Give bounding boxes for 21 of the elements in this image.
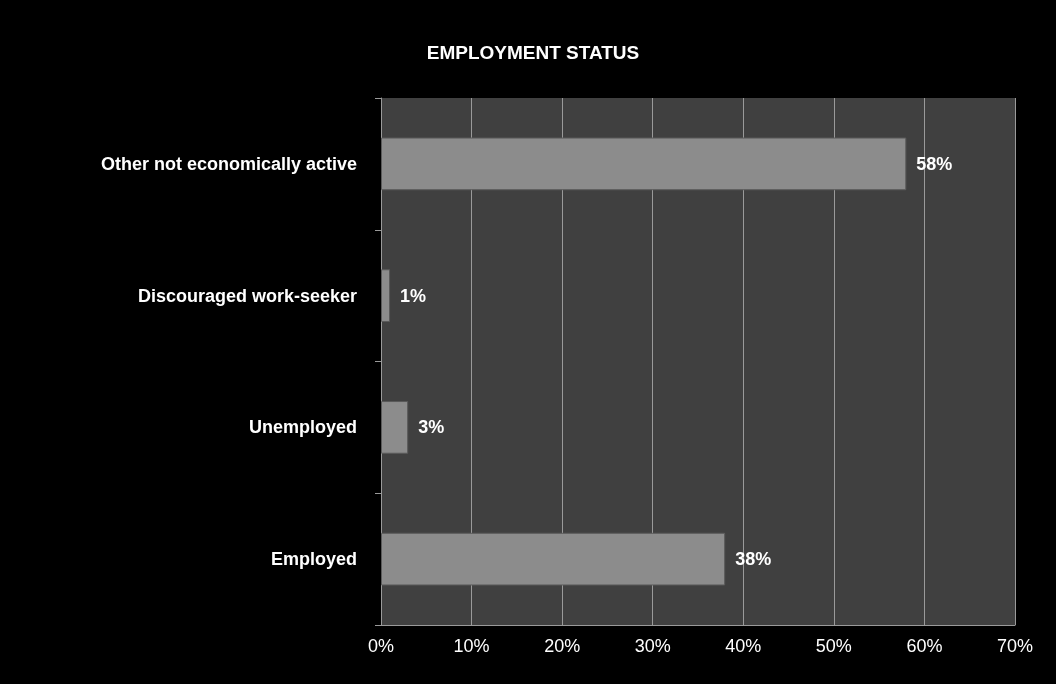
x-tick-label: 50% bbox=[815, 636, 852, 656]
bar bbox=[381, 269, 391, 322]
x-tick-label: 10% bbox=[453, 636, 490, 656]
data-label: 58% bbox=[916, 153, 953, 174]
bar bbox=[381, 532, 726, 586]
y-tick-label: Other not economically active bbox=[100, 153, 357, 174]
x-tick-label: 0% bbox=[367, 636, 395, 656]
bar bbox=[381, 401, 409, 454]
bar bbox=[381, 137, 907, 191]
x-tick-label: 40% bbox=[725, 636, 762, 656]
data-label: 3% bbox=[418, 417, 445, 438]
chart-title: EMPLOYMENT STATUS bbox=[426, 42, 640, 63]
y-tick-label: Employed bbox=[270, 549, 357, 570]
data-label: 38% bbox=[735, 549, 772, 570]
x-tick-label: 60% bbox=[906, 636, 943, 656]
x-tick-label: 30% bbox=[634, 636, 671, 656]
x-tick-label: 20% bbox=[544, 636, 581, 656]
x-tick-label: 70% bbox=[996, 636, 1034, 656]
y-tick-label: Discouraged work-seeker bbox=[137, 285, 357, 306]
y-tick-label: Unemployed bbox=[248, 417, 357, 438]
data-label: 1% bbox=[400, 285, 427, 306]
